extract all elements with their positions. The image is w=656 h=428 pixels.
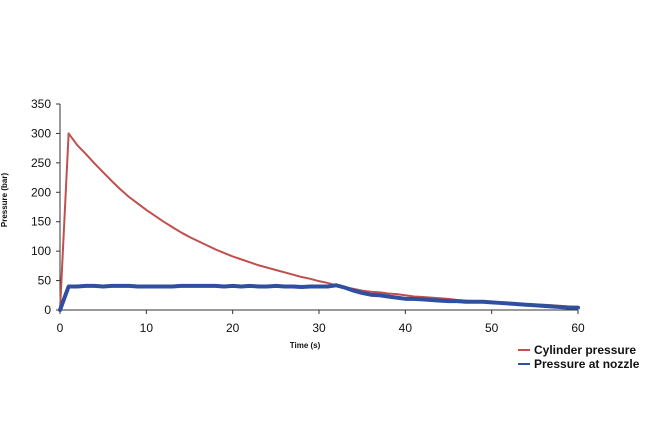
x-tick-label: 50: [485, 321, 499, 335]
series-line-cylinder-pressure: [59, 132, 579, 311]
x-axis: 0 10 20 30 40 50 60: [57, 309, 585, 335]
x-axis-title: Time (s): [290, 341, 321, 350]
y-tick-label: 50: [38, 274, 52, 288]
y-axis-title: Pressure (bar): [0, 173, 9, 228]
legend-item: Pressure at nozzle: [518, 357, 640, 371]
y-tick-label: 250: [31, 156, 51, 170]
legend-label: Pressure at nozzle: [534, 357, 640, 371]
x-tick-label: 60: [571, 321, 585, 335]
y-tick-label: 200: [31, 185, 51, 199]
series-line-pressure-at-nozzle: [58, 283, 580, 312]
legend-label: Cylinder pressure: [534, 343, 636, 357]
x-tick-label: 10: [140, 321, 154, 335]
x-tick-label: 0: [57, 321, 64, 335]
y-tick-label: 0: [44, 303, 51, 317]
x-tick-label: 20: [226, 321, 240, 335]
x-tick-label: 30: [312, 321, 326, 335]
y-tick-label: 150: [31, 215, 51, 229]
legend-item: Cylinder pressure: [518, 343, 636, 357]
y-tick-label: 300: [31, 126, 51, 140]
series-lines: [58, 132, 580, 312]
x-tick-label: 40: [399, 321, 413, 335]
y-axis: 0 50 100 150 200 250 300 350: [31, 97, 61, 317]
y-tick-label: 350: [31, 97, 51, 111]
y-tick-label: 100: [31, 244, 51, 258]
